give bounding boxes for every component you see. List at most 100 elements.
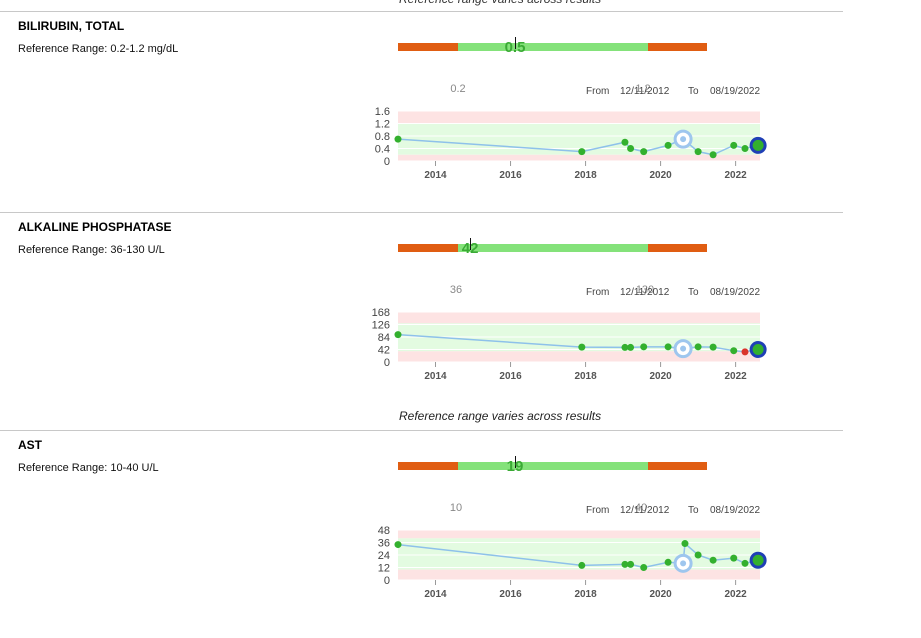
x-tick-label: 2014: [424, 371, 447, 382]
range-bar-high-segment: [648, 462, 707, 470]
test-name[interactable]: AST: [18, 438, 42, 452]
data-point: [664, 141, 672, 149]
range-bar-low-segment: [398, 462, 458, 470]
range-bar-high-segment: [648, 43, 707, 51]
data-point: [640, 148, 648, 156]
y-tick-label: 0: [384, 357, 390, 369]
data-point: [578, 343, 586, 351]
latest-value-marker: [470, 238, 472, 250]
from-label: From: [586, 505, 610, 516]
high-band: [398, 530, 760, 539]
section-divider: [0, 212, 843, 213]
latest-value: 42: [461, 240, 479, 257]
x-tick-label: 2014: [424, 170, 447, 181]
test-name[interactable]: BILIRUBIN, TOTAL: [18, 19, 125, 33]
to-date[interactable]: 08/19/2022: [710, 86, 761, 97]
range-low-label: 36: [449, 284, 463, 296]
to-label: To: [688, 86, 699, 97]
section-divider: [0, 430, 843, 431]
low-band: [398, 351, 760, 362]
x-tick-label: 2014: [424, 589, 447, 600]
y-tick-label: 126: [372, 320, 390, 332]
x-tick-label: 2016: [499, 371, 522, 382]
x-tick-label: 2020: [649, 589, 672, 600]
from-date[interactable]: 12/11/2012: [620, 86, 670, 97]
x-tick-label: 2016: [499, 170, 522, 181]
range-low-label: 0.2: [450, 83, 466, 95]
range-low-label: 10: [449, 502, 463, 514]
trend-chart[interactable]: 1.61.20.80.40 2014 2016 2018 2020 2022: [360, 107, 770, 197]
data-point: [741, 145, 749, 152]
data-point: [709, 151, 717, 159]
reference-range-text: Reference Range: 10-40 U/L: [18, 462, 159, 474]
latest-value-marker: [515, 37, 516, 49]
to-label: To: [688, 505, 699, 516]
x-tick-label: 2020: [649, 371, 672, 382]
latest-value: 19: [506, 458, 524, 475]
y-tick-label: 1.2: [375, 119, 390, 131]
y-tick-label: 12: [378, 563, 390, 575]
y-tick-label: 168: [372, 308, 390, 319]
latest-point: [749, 136, 767, 154]
x-tick-label: 2022: [724, 170, 747, 181]
data-point: [694, 551, 702, 559]
data-point: [640, 343, 648, 351]
selected-point-dot: [680, 136, 687, 143]
top-reference-note: Reference range varies across results: [399, 0, 601, 6]
data-point: [730, 141, 738, 149]
latest-value: 0.5: [504, 39, 526, 56]
data-point: [730, 554, 738, 562]
x-tick-label: 2016: [499, 589, 522, 600]
range-bar-normal-segment: [458, 462, 648, 470]
data-point: [627, 145, 635, 152]
reference-range-bar: 0.5 0.2 1.2: [398, 37, 707, 95]
data-point: [664, 558, 672, 566]
high-band: [398, 312, 760, 324]
data-point: [621, 343, 629, 351]
data-point: [709, 343, 717, 351]
from-label: From: [586, 287, 610, 298]
to-date[interactable]: 08/19/2022: [710, 287, 761, 298]
data-point: [741, 559, 749, 567]
data-point: [664, 343, 672, 351]
section-divider: [0, 11, 843, 12]
data-point: [394, 135, 402, 143]
data-point: [621, 138, 629, 146]
reference-range-bar: 42 36 130: [398, 238, 707, 296]
x-tick-label: 2018: [574, 170, 597, 181]
lab-section-bilirubin: BILIRUBIN, TOTAL Reference Range: 0.2-1.…: [0, 19, 921, 219]
from-date[interactable]: 12/11/2012: [620, 287, 670, 298]
data-point: [578, 148, 586, 156]
data-point: [627, 560, 635, 568]
range-high-label: 1.2: [635, 83, 651, 95]
y-tick-label: 24: [378, 550, 390, 562]
data-point: [640, 564, 648, 571]
range-bar-normal-segment: [458, 43, 648, 51]
y-tick-label: 84: [378, 332, 390, 344]
latest-point: [749, 341, 767, 358]
reference-range-text: Reference Range: 36-130 U/L: [18, 244, 165, 256]
reference-range-bar: 19 10 40: [398, 456, 707, 514]
reference-range-text: Reference Range: 0.2-1.2 mg/dL: [18, 43, 179, 55]
range-high-label: 40: [634, 502, 648, 514]
test-name[interactable]: ALKALINE PHOSPHATASE: [18, 220, 172, 234]
data-point: [709, 556, 717, 564]
range-bar-low-segment: [398, 43, 458, 51]
data-point: [681, 540, 689, 548]
x-tick-label: 2022: [724, 589, 747, 600]
x-tick-label: 2020: [649, 170, 672, 181]
from-date[interactable]: 12/11/2012: [620, 505, 670, 516]
selected-point-dot: [680, 345, 687, 352]
lab-section-ast: AST Reference Range: 10-40 U/L 19 10 40 …: [0, 438, 921, 638]
high-band: [398, 111, 760, 124]
low-band: [398, 154, 760, 161]
y-tick-label: 0: [384, 156, 390, 168]
y-tick-label: 0.4: [375, 144, 390, 156]
to-date[interactable]: 08/19/2022: [710, 505, 761, 516]
y-tick-label: 0: [384, 575, 390, 587]
range-high-label: 130: [635, 284, 655, 296]
y-tick-label: 1.6: [375, 107, 390, 118]
range-bar-high-segment: [648, 244, 707, 252]
